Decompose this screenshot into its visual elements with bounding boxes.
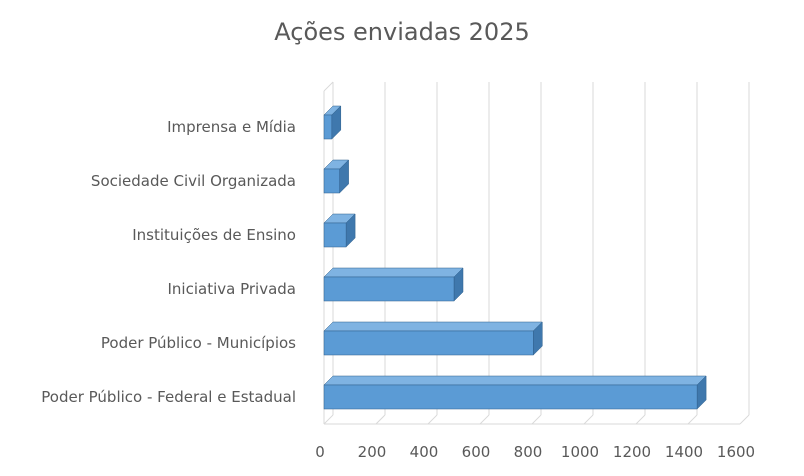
bar [323,276,455,302]
x-tick-label: 600 [462,443,491,461]
floor-gridline [479,414,490,425]
chart-title: Ações enviadas 2025 [274,18,530,46]
category-label: Sociedade Civil Organizada [91,172,296,190]
category-label: Poder Público - Federal e Estadual [41,388,296,406]
floor-gridline [687,414,698,425]
floor-gridline [739,414,750,425]
x-tick-label: 200 [358,443,387,461]
bar-top-face [323,321,543,332]
floor-gridline [531,414,542,425]
category-label: Poder Público - Municípios [101,334,296,352]
x-tick-label: 1600 [717,443,755,461]
bar-top-face [323,267,464,278]
floor-gridline [323,414,334,425]
bar-top-face [323,375,707,386]
floor-gridline [635,414,646,425]
floor-gridline [583,414,594,425]
bar [323,168,340,194]
x-tick-label: 0 [315,443,325,461]
x-tick-label: 1400 [665,443,703,461]
bar [323,222,347,248]
category-label: Iniciativa Privada [168,280,297,298]
bar [323,330,534,356]
category-label: Imprensa e Mídia [167,118,296,136]
x-tick-label: 800 [514,443,543,461]
bar [323,114,333,140]
floor-gridline [375,414,386,425]
x-tick-label: 1000 [561,443,599,461]
bar [323,384,698,410]
left-wall-top [323,81,334,92]
floor-gridline [427,414,438,425]
category-label: Instituições de Ensino [132,226,296,244]
x-tick-label: 1200 [613,443,651,461]
x-tick-label: 400 [410,443,439,461]
